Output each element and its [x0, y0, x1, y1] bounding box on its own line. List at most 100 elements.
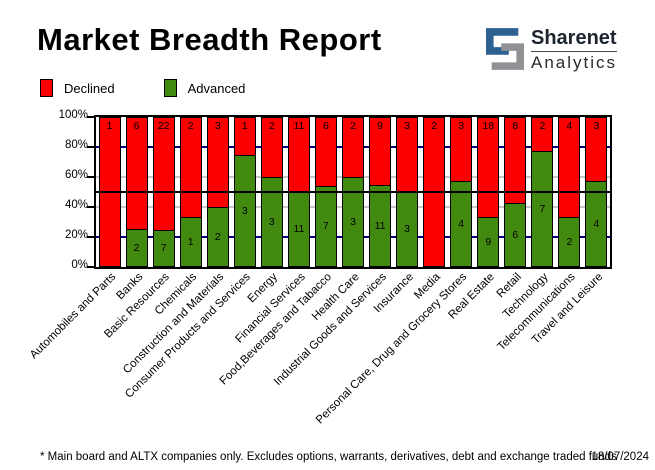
legend-declined-label: Declined: [64, 80, 115, 96]
y-axis-tick: [87, 116, 94, 118]
bar-advanced-segment: 7: [315, 186, 336, 266]
advanced-value-label: 3: [404, 223, 411, 236]
advanced-value-label: 7: [160, 242, 167, 255]
declined-value-label: 3: [214, 120, 221, 132]
page-title: Market Breadth Report: [37, 22, 382, 57]
bar-advanced-segment: 4: [451, 181, 472, 266]
declined-value-label: 4: [566, 120, 573, 132]
legend-advanced-label: Advanced: [187, 80, 246, 96]
declined-value-label: 2: [268, 120, 275, 132]
bar-advanced-segment: 6: [505, 202, 526, 266]
declined-swatch: [40, 79, 53, 97]
bar-declined-segment: 22: [153, 118, 174, 231]
advanced-swatch: [163, 79, 177, 97]
y-axis-label: 60%: [64, 169, 88, 181]
bar-declined-segment: 3: [451, 118, 472, 182]
y-axis-tick: [87, 206, 94, 208]
bar-advanced-segment: 3: [261, 177, 282, 266]
advanced-value-label: 11: [374, 219, 386, 232]
bar-advanced-segment: 2: [559, 216, 580, 266]
declined-value-label: 6: [323, 120, 329, 132]
y-axis-label: 100%: [58, 109, 88, 121]
bar-declined-segment: 11: [288, 118, 309, 192]
advanced-value-label: 11: [293, 223, 305, 236]
bar-declined-segment: 8: [505, 118, 526, 203]
declined-value-label: 9: [377, 120, 383, 132]
footer-disclaimer: * Main board and ALTX companies only. Ex…: [40, 451, 617, 463]
y-axis-label: 80%: [64, 139, 88, 151]
bar-group: 22 7: [152, 117, 175, 267]
legend-item-declined: Declined: [40, 79, 115, 97]
bar-declined-segment: 18: [478, 118, 499, 217]
bar-advanced-segment: 2: [126, 229, 147, 266]
advanced-value-label: 1: [187, 235, 194, 248]
declined-value-label: 2: [350, 120, 356, 132]
declined-value-label: 8: [512, 120, 519, 132]
advanced-value-label: 4: [458, 217, 465, 230]
x-axis-label: Automobiles and Parts: [27, 271, 119, 362]
bar-advanced-segment: 11: [370, 184, 391, 266]
declined-value-label: 2: [539, 120, 546, 132]
bar-declined-segment: 2: [532, 118, 553, 151]
advanced-value-label: 6: [512, 228, 519, 241]
sharenet-logo: Sharenet Analytics: [486, 27, 618, 76]
bar-advanced-segment: 11: [288, 192, 309, 266]
declined-value-label: 1: [241, 120, 248, 132]
bar-declined-segment: 2: [343, 118, 363, 178]
plot-area: 100% 80% 60% 40% 20% 0% 1 Automobiles and Parts…: [28, 109, 612, 426]
y-axis-label: 0%: [71, 259, 88, 271]
bar-advanced-segment: 7: [532, 150, 553, 266]
bar-declined-segment: 3: [397, 118, 418, 192]
declined-value-label: 3: [593, 120, 600, 132]
declined-value-label: 3: [404, 120, 411, 132]
bar-advanced-segment: 7: [153, 230, 174, 266]
bar-advanced-segment: 9: [478, 216, 499, 266]
advanced-value-label: 3: [241, 204, 248, 217]
chart-legend: Declined Advanced: [40, 79, 245, 97]
advanced-value-label: 2: [214, 230, 221, 243]
advanced-value-label: 2: [566, 235, 573, 248]
bar-declined-segment: 4: [559, 118, 580, 217]
bar-advanced-segment: 3: [397, 192, 418, 266]
bar-declined-segment: 6: [315, 118, 336, 187]
bar-advanced-segment: 1: [180, 216, 201, 266]
reference-line-50pct: [96, 191, 610, 193]
bar-declined-segment: 2: [180, 118, 201, 217]
bar-declined-segment: 3: [586, 118, 607, 182]
advanced-value-label: 7: [539, 202, 546, 215]
y-axis-tick: [87, 236, 94, 238]
bar-declined-segment: 9: [370, 118, 391, 185]
declined-value-label: 2: [187, 120, 194, 132]
declined-value-label: 11: [293, 120, 305, 132]
sharenet-logo-icon: [486, 28, 524, 76]
y-axis-tick: [87, 146, 94, 148]
logo-brand-text: Sharenet: [531, 27, 617, 49]
declined-value-label: 1: [106, 120, 113, 132]
footer-date: 18/07/2024: [591, 451, 649, 463]
bar-declined-segment: 1: [234, 118, 255, 155]
y-axis-tick: [87, 176, 94, 178]
advanced-value-label: 4: [593, 217, 600, 230]
bar-advanced-segment: 2: [207, 206, 228, 266]
declined-value-label: 2: [431, 120, 438, 132]
advanced-value-label: 9: [485, 235, 492, 248]
advanced-value-label: 3: [350, 215, 356, 228]
declined-value-label: 18: [482, 120, 495, 132]
declined-value-label: 3: [458, 120, 465, 132]
advanced-value-label: 3: [268, 215, 275, 228]
bar-advanced-segment: 3: [234, 155, 255, 266]
advanced-value-label: 2: [133, 241, 140, 254]
declined-value-label: 22: [157, 120, 170, 132]
legend-item-advanced: Advanced: [163, 79, 246, 97]
y-axis-label: 40%: [64, 199, 88, 211]
advanced-value-label: 7: [323, 220, 329, 233]
bar-advanced-segment: 4: [586, 181, 607, 266]
y-axis-tick: [87, 266, 94, 268]
bar-declined-segment: 2: [261, 118, 282, 178]
y-axis-label: 20%: [64, 229, 88, 241]
bar-advanced-segment: 3: [343, 177, 363, 266]
bar-declined-segment: 3: [207, 118, 228, 207]
bar-declined-segment: 6: [126, 118, 147, 229]
